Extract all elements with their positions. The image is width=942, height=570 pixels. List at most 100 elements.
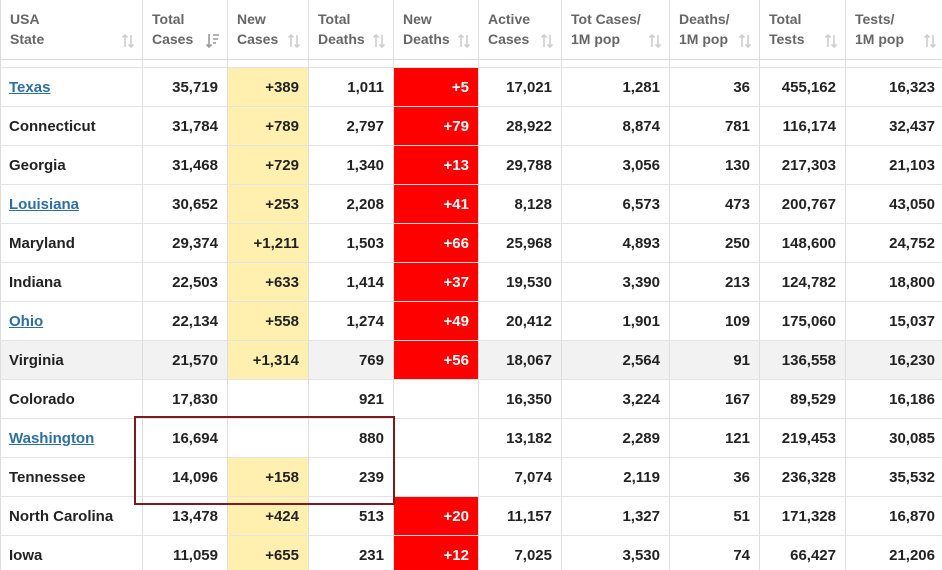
cases-per-1m-cell: 1,281 — [561, 67, 670, 107]
sort-updown-icon[interactable] — [121, 33, 135, 49]
new-cases-cell — [227, 379, 309, 419]
state-cell[interactable]: Texas — [0, 67, 143, 107]
sort-updown-icon[interactable] — [648, 33, 662, 49]
new-cases-cell: +158 — [227, 457, 309, 497]
state-cell: Georgia — [0, 145, 143, 185]
header-line2: Cases — [237, 31, 279, 47]
column-header-state[interactable]: USA State — [0, 0, 143, 60]
sort-updown-icon[interactable] — [540, 33, 554, 49]
header-line2: Cases — [488, 31, 530, 47]
total-tests-cell: 148,600 — [759, 223, 846, 263]
deaths-per-1m-cell: 781 — [669, 106, 760, 146]
cases-per-1m-cell: 1,327 — [561, 496, 670, 536]
deaths-per-1m-cell: 36 — [669, 67, 760, 107]
total-deaths-cell: 1,274 — [308, 301, 394, 341]
active-cases-cell: 7,025 — [478, 535, 562, 570]
tests-per-1m-cell: 16,870 — [845, 496, 942, 536]
header-line2: Deaths — [403, 31, 450, 47]
header-line2: 1M pop — [571, 31, 620, 47]
deaths-per-1m-cell: 51 — [669, 496, 760, 536]
total-cases-cell: 31,784 — [142, 106, 228, 146]
sort-updown-icon[interactable] — [923, 33, 937, 49]
new-cases-cell: +558 — [227, 301, 309, 341]
state-cell: Indiana — [0, 262, 143, 302]
tests-per-1m-cell: 16,230 — [845, 340, 942, 380]
total-tests-cell: 124,782 — [759, 262, 846, 302]
active-cases-cell: 8,128 — [478, 184, 562, 224]
deaths-per-1m-cell: 74 — [669, 535, 760, 570]
new-deaths-cell: +37 — [393, 262, 479, 302]
deaths-per-1m-cell: 91 — [669, 340, 760, 380]
new-cases-cell: +729 — [227, 145, 309, 185]
table-row: Colorado 17,830 921 16,350 3,224 167 89,529 16,… — [0, 379, 942, 419]
state-name: North Carolina — [9, 507, 114, 525]
total-deaths-cell: 2,208 — [308, 184, 394, 224]
total-deaths-cell: 1,503 — [308, 223, 394, 263]
sort-updown-icon[interactable] — [824, 33, 838, 49]
column-header-new-deaths[interactable]: New Deaths — [393, 0, 479, 60]
header-line2: 1M pop — [855, 31, 904, 47]
header-line2: State — [10, 31, 45, 47]
tests-per-1m-cell: 16,186 — [845, 379, 942, 419]
table-row: Texas 35,719 +389 1,011 +5 17,021 1,281 36 455,1… — [0, 67, 942, 107]
header-line1: Deaths/ — [679, 11, 730, 27]
tests-per-1m-cell: 21,103 — [845, 145, 942, 185]
total-tests-cell: 171,328 — [759, 496, 846, 536]
column-header-active-cases[interactable]: Active Cases — [478, 0, 562, 60]
total-tests-cell: 236,328 — [759, 457, 846, 497]
total-cases-cell: 31,468 — [142, 145, 228, 185]
active-cases-cell: 13,182 — [478, 418, 562, 458]
column-header-new-cases[interactable]: New Cases — [227, 0, 309, 60]
state-cell[interactable]: Louisiana — [0, 184, 143, 224]
header-line1: USA — [10, 11, 40, 27]
state-cell: North Carolina — [0, 496, 143, 536]
tests-per-1m-cell: 35,532 — [845, 457, 942, 497]
state-link[interactable]: Louisiana — [9, 195, 80, 213]
table-row: Tennessee 14,096 +158 239 7,074 2,119 36 236,32… — [0, 457, 942, 497]
new-cases-cell: +389 — [227, 67, 309, 107]
total-tests-cell: 217,303 — [759, 145, 846, 185]
column-header-tests-per-1m[interactable]: Tests/1M pop — [845, 0, 942, 60]
total-deaths-cell: 513 — [308, 496, 394, 536]
state-cell[interactable]: Washington — [0, 418, 143, 458]
deaths-per-1m-cell: 167 — [669, 379, 760, 419]
header-line1: New — [237, 11, 266, 27]
sort-updown-icon[interactable] — [287, 33, 301, 49]
new-deaths-cell: +49 — [393, 301, 479, 341]
sort-updown-icon[interactable] — [372, 33, 386, 49]
column-header-total-cases[interactable]: Total Cases — [142, 0, 228, 60]
total-cases-cell: 17,830 — [142, 379, 228, 419]
state-link[interactable]: Texas — [9, 78, 51, 96]
new-cases-cell: +1,314 — [227, 340, 309, 380]
tests-per-1m-cell: 15,037 — [845, 301, 942, 341]
table-row: Louisiana 30,652 +253 2,208 +41 8,128 6,573 473… — [0, 184, 942, 224]
state-link[interactable]: Ohio — [9, 312, 44, 330]
deaths-per-1m-cell: 213 — [669, 262, 760, 302]
sort-updown-icon[interactable] — [457, 33, 471, 49]
total-tests-cell: 200,767 — [759, 184, 846, 224]
column-header-total-deaths[interactable]: Total Deaths — [308, 0, 394, 60]
deaths-per-1m-cell: 473 — [669, 184, 760, 224]
column-header-deaths-per-1m[interactable]: Deaths/1M pop — [669, 0, 760, 60]
active-cases-cell: 25,968 — [478, 223, 562, 263]
total-cases-cell: 35,719 — [142, 67, 228, 107]
sort-updown-icon[interactable] — [738, 33, 752, 49]
tests-per-1m-cell: 21,206 — [845, 535, 942, 570]
active-cases-cell: 18,067 — [478, 340, 562, 380]
total-deaths-cell: 880 — [308, 418, 394, 458]
total-tests-cell: 219,453 — [759, 418, 846, 458]
new-cases-cell — [227, 418, 309, 458]
sort-descending-icon[interactable] — [205, 33, 220, 49]
column-header-total-tests[interactable]: Total Tests — [759, 0, 846, 60]
total-tests-cell: 136,558 — [759, 340, 846, 380]
cases-per-1m-cell: 3,530 — [561, 535, 670, 570]
state-link[interactable]: Washington — [9, 429, 95, 447]
total-tests-cell: 175,060 — [759, 301, 846, 341]
state-name: Georgia — [9, 156, 66, 174]
column-header-cases-per-1m[interactable]: Tot Cases/1M pop — [561, 0, 670, 60]
header-line1: Total — [769, 11, 802, 27]
active-cases-cell: 17,021 — [478, 67, 562, 107]
state-cell[interactable]: Ohio — [0, 301, 143, 341]
new-deaths-cell: +20 — [393, 496, 479, 536]
